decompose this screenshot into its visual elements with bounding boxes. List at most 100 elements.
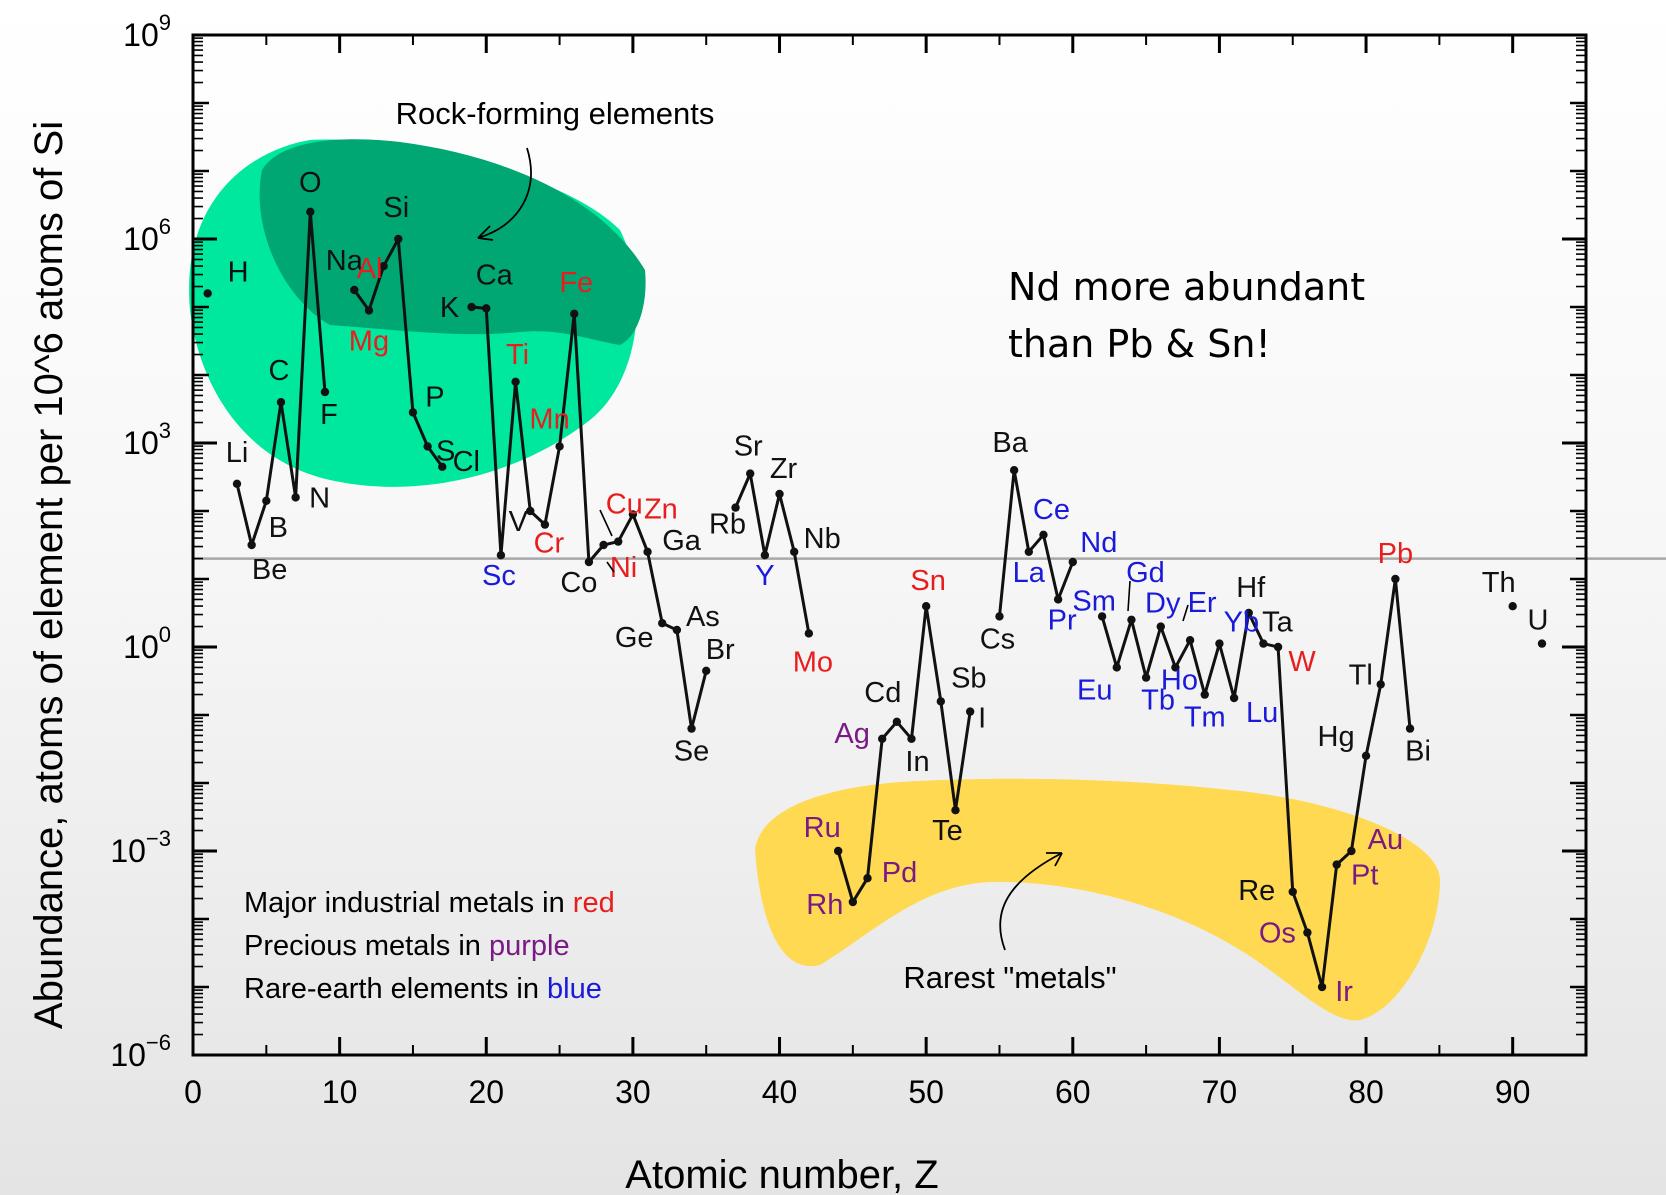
point-f bbox=[320, 387, 330, 397]
label-sb: Sb bbox=[951, 662, 986, 694]
label-cu: Cu bbox=[606, 489, 643, 521]
label-li: Li bbox=[226, 437, 249, 469]
point-th bbox=[1508, 602, 1517, 611]
label-la: La bbox=[1013, 557, 1046, 589]
point-yb bbox=[1215, 639, 1224, 648]
label-ca: Ca bbox=[476, 259, 514, 291]
point-h bbox=[203, 289, 212, 298]
point-mg bbox=[364, 306, 374, 315]
point-ce bbox=[1039, 530, 1048, 539]
point-la bbox=[1024, 547, 1034, 556]
axis-minor-ticks bbox=[193, 35, 1586, 1057]
y-axis-title: Abundance, atoms of element per 10^6 ato… bbox=[27, 121, 71, 1029]
label-al: Al bbox=[357, 253, 383, 285]
rock-forming-arrow bbox=[477, 147, 532, 239]
label-hf: Hf bbox=[1236, 572, 1266, 604]
series-line-segment bbox=[1100, 577, 1412, 989]
point-cd bbox=[892, 717, 902, 726]
y-tick-label: 103 bbox=[123, 418, 171, 461]
label-sm: Sm bbox=[1072, 585, 1116, 617]
label-y: Y bbox=[755, 560, 774, 592]
label-sc: Sc bbox=[482, 560, 516, 592]
label-cl: Cl bbox=[453, 446, 480, 478]
label-hg: Hg bbox=[1318, 721, 1355, 753]
x-axis-ticks: 0 10 20 30 40 50 60 70 80 90 bbox=[184, 35, 1530, 1110]
point-y bbox=[760, 551, 770, 560]
label-as: As bbox=[686, 601, 720, 633]
point-fe bbox=[570, 309, 579, 318]
label-tl: Tl bbox=[1349, 659, 1373, 691]
point-cs bbox=[995, 612, 1004, 621]
label-se: Se bbox=[674, 736, 709, 768]
leader-cu bbox=[599, 509, 613, 537]
x-tick-label: 50 bbox=[908, 1074, 944, 1110]
point-n bbox=[291, 493, 300, 502]
plot-frame bbox=[191, 33, 1588, 1057]
label-ir: Ir bbox=[1335, 976, 1353, 1008]
point-rb bbox=[731, 503, 740, 512]
label-n: N bbox=[309, 482, 330, 514]
label-tm: Tm bbox=[1184, 702, 1226, 734]
point-sb bbox=[936, 697, 946, 706]
label-in: In bbox=[905, 746, 929, 778]
label-cd: Cd bbox=[864, 677, 901, 709]
point-rh bbox=[848, 897, 858, 907]
label-mn: Mn bbox=[529, 403, 569, 435]
point-re bbox=[1288, 887, 1297, 896]
label-pb: Pb bbox=[1378, 538, 1413, 570]
point-nd bbox=[1068, 557, 1077, 567]
label-b: B bbox=[269, 512, 288, 544]
point-ge bbox=[658, 619, 667, 628]
point-nb bbox=[789, 547, 799, 556]
label-er: Er bbox=[1188, 587, 1217, 619]
label-sn: Sn bbox=[910, 565, 945, 597]
x-tick-label: 20 bbox=[468, 1074, 504, 1110]
y-tick-label: 100 bbox=[123, 622, 171, 665]
point-bi bbox=[1405, 724, 1415, 733]
label-ag: Ag bbox=[834, 718, 869, 750]
label-p: P bbox=[425, 381, 444, 413]
label-w: W bbox=[1288, 646, 1316, 678]
point-er bbox=[1185, 636, 1195, 645]
point-eu bbox=[1112, 663, 1121, 672]
point-lu bbox=[1229, 693, 1239, 703]
point-si bbox=[394, 234, 403, 244]
label-u: U bbox=[1528, 605, 1549, 637]
label-re: Re bbox=[1238, 875, 1275, 907]
label-zn: Zn bbox=[644, 493, 678, 525]
point-dy bbox=[1156, 622, 1165, 631]
x-tick-label: 0 bbox=[184, 1074, 202, 1110]
label-be: Be bbox=[252, 554, 287, 586]
point-ca bbox=[482, 304, 491, 313]
rarest-metals-arrowhead bbox=[1046, 852, 1063, 867]
x-tick-label: 70 bbox=[1202, 1074, 1238, 1110]
label-br: Br bbox=[706, 634, 735, 666]
y-axis-title-text: Abundance, atoms of element per 10^6 ato… bbox=[27, 121, 71, 1029]
x-tick-label: 40 bbox=[762, 1074, 798, 1110]
point-c bbox=[276, 398, 286, 407]
label-na: Na bbox=[326, 245, 364, 277]
label-ba: Ba bbox=[992, 427, 1028, 459]
label-k: K bbox=[440, 292, 460, 324]
label-ni: Ni bbox=[610, 552, 637, 584]
x-tick-label: 90 bbox=[1495, 1074, 1531, 1110]
point-mo bbox=[804, 629, 814, 638]
point-cl bbox=[438, 462, 447, 471]
point-w bbox=[1273, 642, 1283, 652]
label-v: V bbox=[509, 506, 529, 538]
point-zn bbox=[628, 510, 638, 519]
x-tick-label: 30 bbox=[615, 1074, 651, 1110]
label-nd: Nd bbox=[1080, 527, 1117, 559]
point-te bbox=[951, 806, 960, 815]
point-as bbox=[672, 625, 682, 635]
label-nb: Nb bbox=[804, 523, 841, 555]
point-k bbox=[467, 302, 476, 312]
point-pt bbox=[1332, 860, 1341, 869]
rarest-metals-arrow bbox=[999, 852, 1063, 951]
label-cr: Cr bbox=[534, 528, 565, 560]
label-sr: Sr bbox=[734, 431, 763, 463]
label-th: Th bbox=[1482, 567, 1516, 599]
point-hf bbox=[1244, 608, 1253, 618]
rock-forming-annotation: Rock-forming elements bbox=[396, 96, 715, 131]
